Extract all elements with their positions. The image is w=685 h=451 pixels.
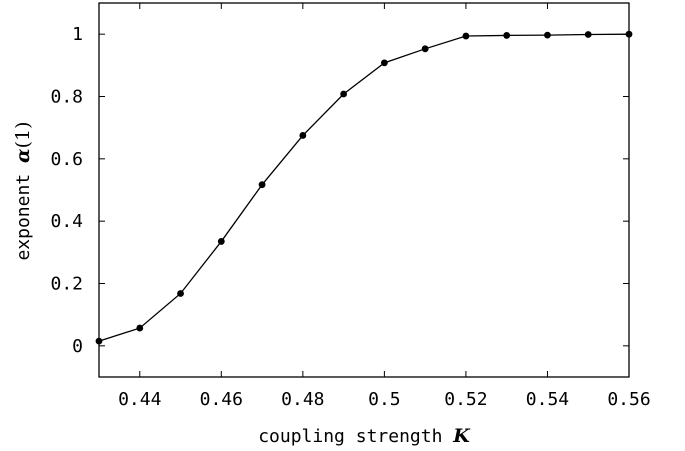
data-point [421,45,429,53]
y-axis-ticks: 0 0.2 0.4 0.6 0.8 1 [50,24,629,357]
data-point [95,337,103,345]
y-tick-label: 0.2 [50,274,83,295]
x-tick-label: 0.44 [118,389,161,410]
y-axis-title-text: exponent [13,163,34,261]
data-point [625,30,633,38]
x-tick-label: 0.46 [200,389,243,410]
x-axis-ticks: 0.44 0.46 0.48 0.5 0.52 0.54 0.56 [118,3,651,410]
y-tick-label: 0.8 [50,87,83,108]
series-layer [95,30,633,345]
data-point [258,181,266,189]
x-axis-title-symbol: K [452,425,471,447]
data-point [544,31,551,39]
data-point [299,132,307,139]
data-point [136,324,144,332]
plot-border [98,2,630,378]
x-tick-label: 0.48 [281,389,324,410]
y-tick-label: 1 [72,24,83,45]
data-point [503,32,511,39]
data-point [380,59,388,67]
x-axis-title-text: coupling strength [258,426,453,447]
x-tick-label: 0.5 [368,389,401,410]
y-axis-title-suffix: (1) [12,121,34,148]
x-tick-label: 0.54 [526,389,569,410]
y-axis-title-symbol: α [12,148,34,163]
series-line [98,33,630,342]
x-tick-label: 0.56 [607,389,650,410]
data-point [217,238,225,245]
data-point [340,90,348,98]
data-point [177,290,184,297]
x-tick-label: 0.52 [444,389,487,410]
data-point [462,32,470,40]
x-axis-title: coupling strength K [258,425,471,447]
y-axis-title: exponent α(1) [12,121,34,260]
y-tick-label: 0 [72,336,83,357]
plot-frame [98,2,630,378]
y-tick-label: 0.4 [50,211,83,232]
data-point [584,31,592,38]
y-tick-label: 0.6 [50,149,83,170]
